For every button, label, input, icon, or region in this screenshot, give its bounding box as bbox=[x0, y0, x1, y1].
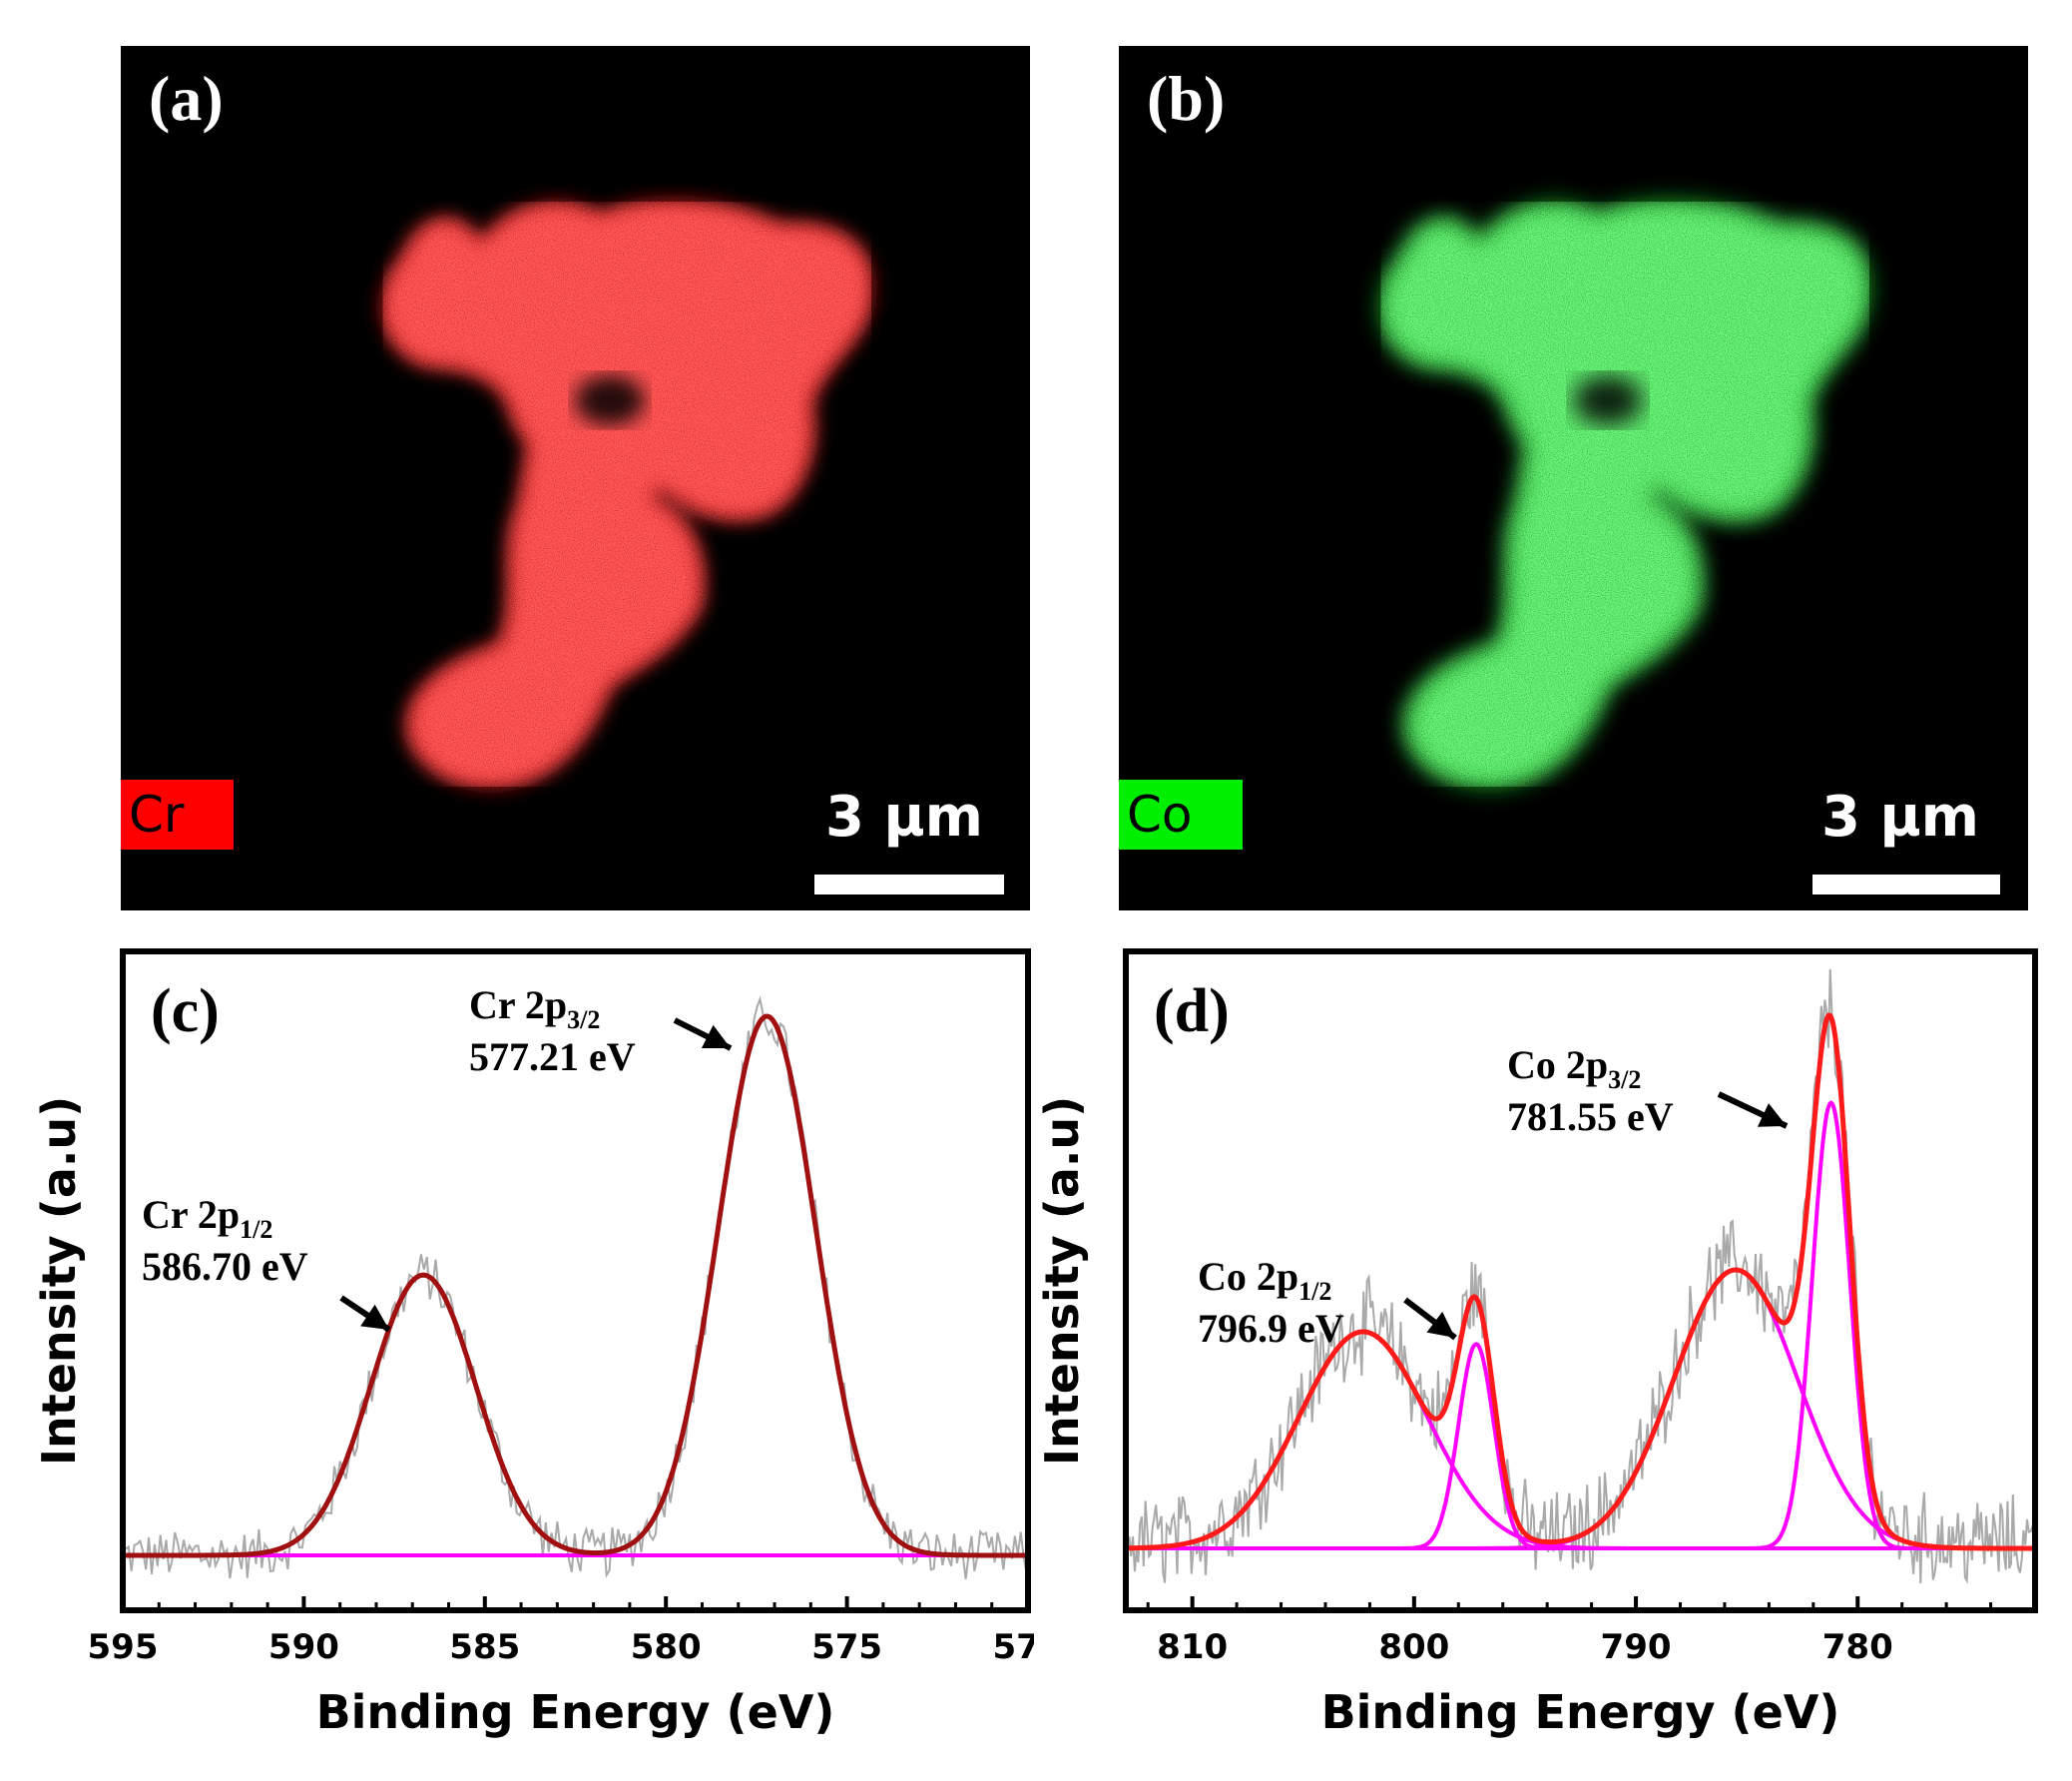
scale-bar-label-a: 3 µm bbox=[824, 785, 984, 850]
xps-chart-cr: 595 590 585 580 575 570 Binding Energy (eV) Int… bbox=[0, 938, 1034, 1777]
peak-value: 796.9 eV bbox=[1198, 1306, 1344, 1351]
element-badge-cr: Cr bbox=[121, 780, 234, 850]
panel-label-a: (a) bbox=[149, 63, 224, 134]
peak-label: Cr 2p1/2 bbox=[142, 1192, 272, 1244]
scale-bar-a bbox=[814, 875, 1004, 894]
scale-bar-b bbox=[1813, 875, 2000, 894]
co-distribution-image bbox=[1380, 202, 1869, 910]
x-tick-label: 590 bbox=[268, 1627, 339, 1667]
x-tick-label: 790 bbox=[1601, 1627, 1672, 1667]
plot-frame bbox=[120, 948, 1031, 1613]
panel-label: (c) bbox=[151, 977, 220, 1045]
envelope-line bbox=[1129, 1012, 2032, 1551]
xps-chart-co-svg: 810 800 790 780 Binding Energy (eV) Intensity… bbox=[1038, 948, 2038, 1739]
x-tick-label: 570 bbox=[993, 1627, 1034, 1667]
cr-distribution-image bbox=[382, 202, 871, 910]
peak-value: 781.55 eV bbox=[1507, 1094, 1674, 1139]
x-tick-label: 580 bbox=[631, 1627, 702, 1667]
fit-line bbox=[126, 1013, 1025, 1558]
element-badge-co: Co bbox=[1119, 780, 1243, 850]
x-tick-label: 575 bbox=[811, 1627, 882, 1667]
plot-frame bbox=[1123, 948, 2038, 1613]
arrow-head-icon bbox=[1426, 1311, 1455, 1338]
panel-label: (d) bbox=[1154, 977, 1230, 1045]
peak-label: Co 2p1/2 bbox=[1198, 1254, 1331, 1306]
xps-chart-co: 810 800 790 780 Binding Energy (eV) Intensity… bbox=[1038, 938, 2072, 1777]
eds-map-cr: (a) Cr 3 µm bbox=[121, 46, 1030, 910]
panel-label-b: (b) bbox=[1147, 63, 1226, 134]
raw-data-line bbox=[126, 995, 1025, 1579]
component-line bbox=[1129, 1100, 2032, 1550]
peak-label: Co 2p3/2 bbox=[1507, 1042, 1641, 1094]
peak-label: Cr 2p3/2 bbox=[469, 982, 600, 1034]
arrow-head-icon bbox=[1757, 1103, 1787, 1127]
peak-value: 577.21 eV bbox=[469, 1034, 636, 1079]
peak-value: 586.70 eV bbox=[142, 1244, 308, 1289]
arrow-head-icon bbox=[360, 1304, 389, 1330]
arrow-head-icon bbox=[701, 1024, 731, 1048]
x-tick-label: 800 bbox=[1378, 1627, 1449, 1667]
x-tick-label: 595 bbox=[88, 1627, 159, 1667]
x-tick-label: 585 bbox=[449, 1627, 520, 1667]
raw-data-line bbox=[1129, 968, 2032, 1584]
x-tick-label: 780 bbox=[1822, 1627, 1893, 1667]
plot-area bbox=[126, 995, 1025, 1579]
y-axis-label: Intensity (a.u) bbox=[32, 1096, 86, 1466]
x-tick-label: 810 bbox=[1157, 1627, 1228, 1667]
x-axis-label: Binding Energy (eV) bbox=[1321, 1685, 1840, 1739]
plot-area bbox=[1129, 968, 2032, 1584]
x-axis-label: Binding Energy (eV) bbox=[316, 1685, 835, 1739]
eds-map-co: (b) Co 3 µm bbox=[1119, 46, 2028, 910]
y-axis-label: Intensity (a.u) bbox=[1038, 1096, 1089, 1466]
xps-chart-cr-svg: 595 590 585 580 575 570 Binding Energy (eV) Int… bbox=[32, 948, 1034, 1739]
scale-bar-label-b: 3 µm bbox=[1820, 785, 1980, 850]
